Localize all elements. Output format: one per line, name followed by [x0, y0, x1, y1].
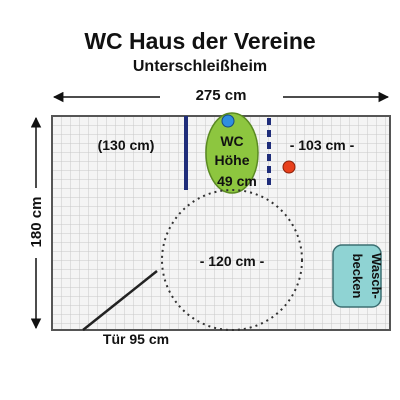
door-label: Tür 95 cm — [103, 331, 169, 347]
height-label: 180 cm — [28, 197, 45, 248]
wc-label: WC — [220, 133, 243, 149]
right-space-label: - 103 cm - — [290, 137, 355, 153]
wc-height-label: Höhe — [215, 152, 250, 168]
width-label: 275 cm — [196, 87, 247, 104]
wc-toilet — [205, 112, 259, 194]
wc-height-value: 49 cm — [217, 173, 257, 189]
diagram-subtitle: Unterschleißheim — [132, 58, 268, 75]
diagram-title: WC Haus der Vereine — [84, 28, 316, 54]
emergency-marker — [282, 160, 296, 174]
height-label-backdrop — [24, 188, 48, 258]
door-leaf — [82, 270, 158, 331]
turning-circle-label: - 120 cm - — [200, 253, 265, 269]
sink-label-line2: becken — [350, 254, 365, 299]
flush-button-marker — [221, 114, 235, 128]
sink — [332, 244, 382, 308]
left-space-label: (130 cm) — [98, 137, 155, 153]
sink-label-line1: Wasch- — [369, 253, 384, 299]
turning-circle — [161, 189, 303, 331]
